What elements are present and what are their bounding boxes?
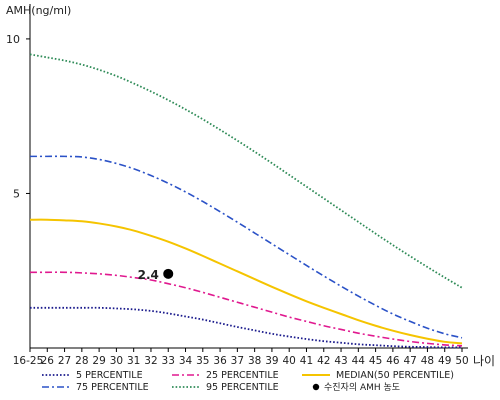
x-tick-label: 36	[213, 355, 227, 367]
x-tick-label: 26	[41, 355, 55, 367]
legend-label: 25 PERCENTILE	[206, 370, 279, 381]
x-tick-label: 40	[283, 355, 296, 367]
x-tick-label: 46	[386, 355, 400, 367]
series-line-75-percentile	[29, 155, 463, 339]
legend-label: 95 PERCENTILE	[206, 382, 279, 393]
x-tick-label: 43	[334, 355, 347, 367]
series-line-25-percentile	[30, 271, 463, 347]
legend-label: 75 PERCENTILE	[76, 382, 149, 393]
x-axis-title: 나이	[473, 354, 495, 368]
x-tick-label: 37	[231, 355, 244, 367]
x-tick-label: 35	[196, 355, 209, 367]
y-tick-label: 10	[6, 33, 20, 46]
series-line-5-percentile	[29, 306, 463, 349]
x-tick-label: 42	[317, 355, 330, 367]
x-tick-label: 45	[369, 355, 382, 367]
x-tick-label: 16-25	[13, 355, 44, 367]
x-tick-label: 48	[421, 355, 434, 367]
x-tick-label: 34	[179, 355, 193, 367]
x-tick-label: 49	[438, 355, 451, 367]
x-tick-label: 33	[162, 355, 175, 367]
y-axis-title: AMH(ng/ml)	[6, 4, 71, 17]
x-tick-label: 32	[144, 355, 157, 367]
y-tick-label: 5	[13, 187, 20, 200]
x-tick-label: 44	[352, 355, 366, 367]
x-tick-label: 27	[58, 355, 71, 367]
x-tick-label: 39	[265, 355, 278, 367]
x-tick-label: 28	[75, 355, 88, 367]
x-tick-label: 47	[403, 355, 416, 367]
x-tick-label: 38	[248, 355, 261, 367]
legend-label: 5 PERCENTILE	[76, 370, 143, 381]
x-tick-label: 30	[110, 355, 123, 367]
series-line-median-50-percentile	[29, 218, 463, 345]
patient-amh-marker	[163, 268, 174, 279]
legend-marker-swatch	[312, 383, 320, 391]
x-tick-label: 29	[92, 355, 105, 367]
x-tick-label: 31	[127, 355, 140, 367]
x-tick-label: 41	[300, 355, 313, 367]
x-tick-label: 50	[455, 355, 468, 367]
series-line-95-percentile	[29, 53, 463, 289]
patient-amh-value-label: 2.4	[138, 268, 159, 282]
legend-label: 수진자의 AMH 농도	[324, 382, 400, 393]
legend-label: MEDIAN(50 PERCENTILE)	[336, 370, 454, 381]
